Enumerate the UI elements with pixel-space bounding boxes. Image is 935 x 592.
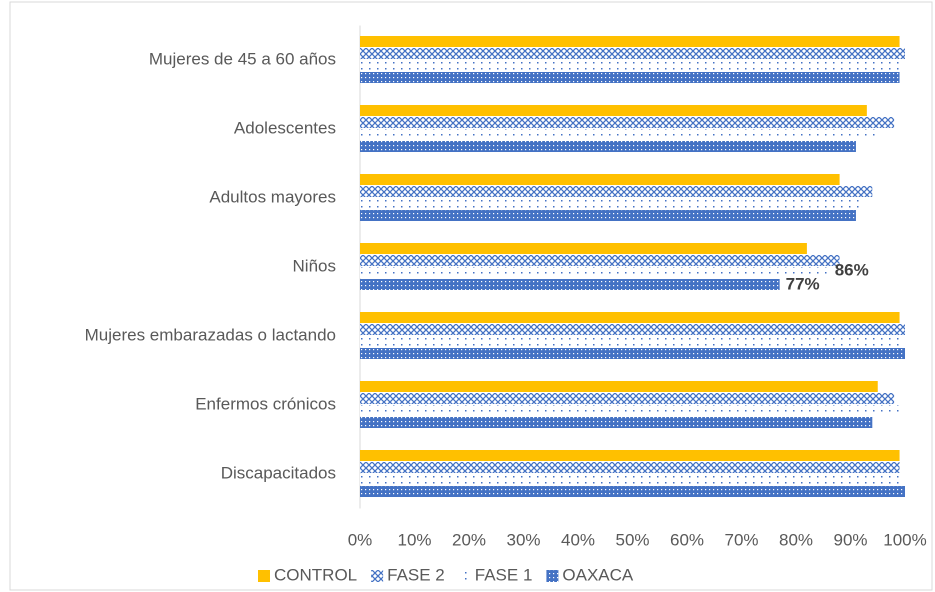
bar <box>360 255 840 266</box>
bar <box>360 129 878 140</box>
x-tick-label: 20% <box>452 530 486 549</box>
y-tick-label: Discapacitados <box>221 463 336 482</box>
bar <box>360 393 895 404</box>
bar <box>360 243 807 254</box>
bar <box>360 486 905 497</box>
bar <box>360 48 905 59</box>
bar <box>360 141 856 152</box>
legend-swatch <box>258 570 270 582</box>
bar <box>360 348 905 359</box>
bar <box>360 417 873 428</box>
bar <box>360 72 900 83</box>
data-label: 77% <box>786 274 820 293</box>
bar <box>360 474 900 485</box>
bar <box>360 279 780 290</box>
bar <box>360 405 900 416</box>
data-label: 86% <box>835 260 869 279</box>
x-tick-label: 90% <box>833 530 867 549</box>
bar <box>360 324 905 335</box>
x-tick-label: 30% <box>506 530 540 549</box>
y-tick-label: Mujeres de 45 a 60 años <box>149 49 336 68</box>
bar <box>360 36 900 47</box>
bar <box>360 60 905 71</box>
x-tick-label: 0% <box>348 530 373 549</box>
bar <box>360 312 900 323</box>
x-tick-label: 70% <box>724 530 758 549</box>
x-tick-label: 80% <box>779 530 813 549</box>
legend-swatch <box>546 570 559 582</box>
y-tick-label: Enfermos crónicos <box>195 394 336 413</box>
y-tick-label: Adolescentes <box>234 118 336 137</box>
x-tick-label: 40% <box>561 530 595 549</box>
legend-label: CONTROL <box>274 565 357 584</box>
legend-label: FASE 2 <box>387 565 445 584</box>
bar <box>360 267 829 278</box>
x-tick-label: 50% <box>615 530 649 549</box>
bar <box>360 462 900 473</box>
legend-swatch <box>371 570 384 582</box>
chart-border <box>9 1 933 591</box>
bar <box>360 381 878 392</box>
bar <box>360 210 856 221</box>
y-tick-label: Adultos mayores <box>209 187 336 206</box>
bar <box>360 105 867 116</box>
x-tick-label: 10% <box>397 530 431 549</box>
x-tick-label: 100% <box>883 530 926 549</box>
legend-label: FASE 1 <box>475 565 533 584</box>
legend-label: OAXACA <box>562 565 634 584</box>
bar <box>360 117 895 128</box>
bar <box>360 450 900 461</box>
x-tick-label: 60% <box>670 530 704 549</box>
bar <box>360 198 862 209</box>
y-tick-label: Niños <box>293 256 336 275</box>
bar <box>360 186 873 197</box>
bar <box>360 336 905 347</box>
bar <box>360 174 840 185</box>
legend-swatch <box>458 570 471 582</box>
y-tick-label: Mujeres embarazadas o lactando <box>85 325 336 344</box>
